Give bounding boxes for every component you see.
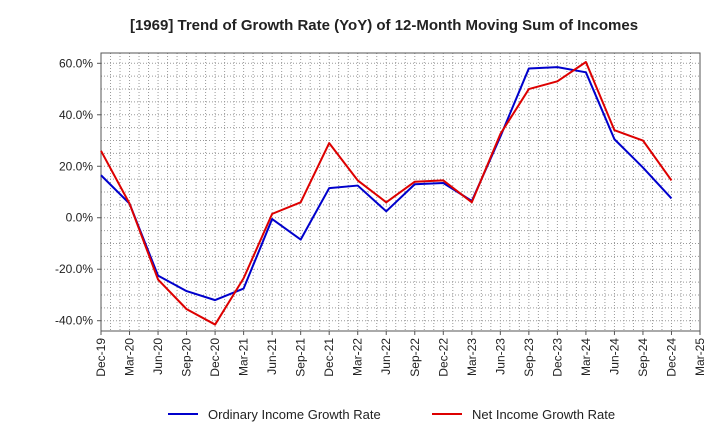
x-tick-label: Dec-20 — [208, 338, 222, 377]
axes: 60.0% 40.0% 20.0% 0.0% -20.0% -40.0%Dec-19 Mar… — [55, 52, 707, 377]
chart-title: [1969] Trend of Growth Rate (YoY) of 12-… — [130, 17, 638, 34]
x-tick-label: Jun-20 — [151, 338, 165, 375]
x-tick-label: Jun-21 — [265, 338, 279, 375]
net-income-growth-line — [100, 61, 673, 326]
x-tick-label: Mar-24 — [579, 338, 593, 376]
x-tick-label: Mar-23 — [465, 338, 479, 376]
x-tick-label: Sep-21 — [294, 338, 308, 377]
x-tick-label: Dec-19 — [94, 338, 108, 377]
x-tick-label: Dec-22 — [436, 338, 450, 377]
x-tick-label: Sep-23 — [522, 338, 536, 377]
x-tick-label: Dec-21 — [322, 338, 336, 377]
legend-ordinary-income-label: Ordinary Income Growth Rate — [208, 407, 381, 422]
x-tick-label: Sep-24 — [636, 338, 650, 377]
ordinary-income-growth-line — [100, 66, 673, 302]
legend-net-income-label: Net Income Growth Rate — [472, 407, 615, 422]
y-tick-label: -20.0% — [55, 262, 93, 276]
x-tick-label: Mar-25 — [693, 338, 707, 376]
plot-frame — [100, 52, 701, 332]
x-tick-label: Mar-20 — [123, 338, 137, 376]
series-lines — [100, 61, 673, 326]
x-tick-label: Mar-21 — [237, 338, 251, 376]
x-tick-label: Jun-24 — [607, 338, 621, 375]
grid — [100, 53, 701, 331]
x-tick-label: Mar-22 — [351, 338, 365, 376]
y-tick-label: 20.0% — [59, 159, 93, 173]
x-tick-label: Sep-20 — [180, 338, 194, 377]
x-tick-label: Jun-23 — [493, 338, 507, 375]
x-tick-label: Dec-24 — [664, 338, 678, 377]
y-tick-label: -40.0% — [55, 314, 93, 328]
x-tick-label: Sep-22 — [408, 338, 422, 377]
x-tick-label: Jun-22 — [379, 338, 393, 375]
y-tick-label: 60.0% — [59, 56, 93, 70]
legend: Ordinary Income Growth Rate Net Income Gr… — [168, 407, 615, 422]
y-tick-label: 40.0% — [59, 108, 93, 122]
x-tick-label: Dec-23 — [550, 338, 564, 377]
y-tick-label: 0.0% — [66, 211, 94, 225]
